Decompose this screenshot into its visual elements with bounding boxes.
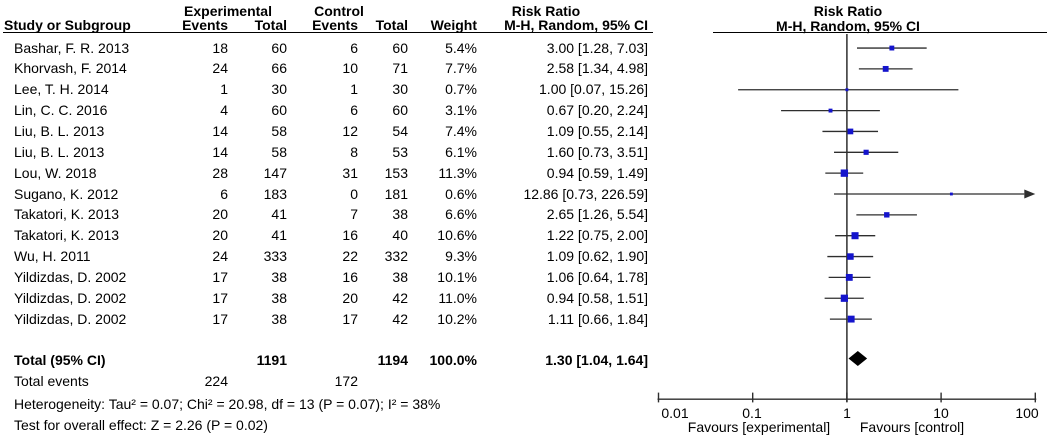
- table-row: Bashar, F. R. 2013 18 60 6 60 5.4% 3.00 …: [0, 38, 648, 59]
- study-label: Yildizdas, D. 2002: [14, 289, 127, 306]
- study-label: Liu, B. L. 2013: [14, 143, 105, 160]
- study-label: Takatori, K. 2013: [14, 206, 120, 223]
- overall-effect-note: Test for overall effect: Z = 2.26 (P = 0…: [14, 417, 268, 433]
- study-label: Lou, W. 2018: [14, 164, 97, 181]
- table-row: Yildizdas, D. 2002 17 38 17 42 10.2% 1.1…: [0, 309, 648, 330]
- risk-ratio-heading-plot: Risk Ratio: [813, 3, 883, 19]
- arrow-right-icon: [1024, 189, 1036, 199]
- table-header-rule: [3, 31, 653, 34]
- effect-square: [847, 253, 854, 260]
- header-weight: Weight: [430, 17, 477, 33]
- column-group-control: Control: [314, 3, 364, 19]
- total-events-label: Total events: [14, 373, 89, 389]
- table-row: Lou, W. 2018 28 147 31 153 11.3% 0.94 [0…: [0, 163, 648, 184]
- x-tick-1: 1: [843, 405, 851, 421]
- header-study: Study or Subgroup: [4, 17, 131, 33]
- header-exp-total: Total: [254, 17, 287, 33]
- heterogeneity-note: Heterogeneity: Tau² = 0.07; Chi² = 20.98…: [14, 396, 441, 412]
- table-row: Takatori, K. 2013 20 41 7 38 6.6% 2.65 […: [0, 204, 648, 225]
- favours-control-label: Favours [control]: [859, 419, 965, 435]
- total-weight: 100.0%: [429, 351, 477, 368]
- study-label: Yildizdas, D. 2002: [14, 268, 127, 285]
- x-tick-10: 10: [933, 405, 949, 421]
- effect-square: [851, 232, 859, 240]
- study-label: Khorvash, F. 2014: [14, 60, 127, 77]
- table-row: Liu, B. L. 2013 14 58 12 54 7.4% 1.09 [0…: [0, 121, 648, 142]
- effect-square: [828, 108, 833, 113]
- study-rows: Bashar, F. R. 2013 18 60 6 60 5.4% 3.00 …: [0, 38, 648, 330]
- study-label: Sugano, K. 2012: [14, 185, 119, 202]
- table-header-row: Study or Subgroup Events Total Events To…: [0, 18, 648, 33]
- table-row: Sugano, K. 2012 6 183 0 181 0.6% 12.86 […: [0, 184, 648, 205]
- total-rr: 1.30 [1.04, 1.64]: [545, 351, 648, 368]
- x-tick-100: 100: [1015, 405, 1039, 421]
- header-mh-ci-plot: M-H, Random, 95% CI: [776, 18, 920, 34]
- effect-square: [845, 273, 853, 281]
- effect-square: [882, 65, 889, 72]
- table-row: Khorvash, F. 2014 24 66 10 71 7.7% 2.58 …: [0, 58, 648, 79]
- table-row: Wu, H. 2011 24 333 22 332 9.3% 1.09 [0.6…: [0, 246, 648, 267]
- header-exp-events: Events: [182, 17, 228, 33]
- risk-ratio-heading-table: Risk Ratio: [511, 3, 581, 19]
- table-row: Yildizdas, D. 2002 17 38 16 38 10.1% 1.0…: [0, 267, 648, 288]
- effect-square: [884, 212, 890, 218]
- study-label: Lin, C. C. 2016: [14, 102, 108, 119]
- effect-square: [840, 294, 848, 302]
- study-label: Bashar, F. R. 2013: [14, 39, 130, 56]
- study-label: Yildizdas, D. 2002: [14, 310, 127, 327]
- total-row: Total (95% CI) 1191 1194 100.0% 1.30 [1.…: [0, 350, 648, 371]
- x-tick-0.01: 0.01: [661, 405, 689, 421]
- total-ctl-n: 1194: [377, 351, 408, 368]
- total-events-row: Total events 224 172: [0, 371, 648, 392]
- header-ctl-total: Total: [375, 17, 408, 33]
- study-label: Liu, B. L. 2013: [14, 122, 105, 139]
- header-ctl-events: Events: [312, 17, 358, 33]
- total-label: Total (95% CI): [14, 351, 106, 368]
- effect-square: [845, 88, 849, 92]
- plot-header-rule: [713, 31, 1047, 34]
- table-row: Yildizdas, D. 2002 17 38 20 42 11.0% 0.9…: [0, 288, 648, 309]
- column-group-experimental: Experimental: [184, 3, 272, 19]
- study-label: Lee, T. H. 2014: [14, 81, 109, 98]
- total-events-ctl: 172: [334, 373, 358, 389]
- table-row: Liu, B. L. 2013 14 58 8 53 6.1% 1.60 [0.…: [0, 142, 648, 163]
- total-exp-n: 1191: [256, 351, 287, 368]
- table-row: Lee, T. H. 2014 1 30 1 30 0.7% 1.00 [0.0…: [0, 79, 648, 100]
- study-label: Wu, H. 2011: [14, 248, 91, 265]
- favours-experimental-label: Favours [experimental]: [687, 419, 831, 435]
- effect-square: [847, 315, 855, 323]
- table-row: Lin, C. C. 2016 4 60 6 60 3.1% 0.67 [0.2…: [0, 100, 648, 121]
- effect-square: [949, 192, 953, 196]
- effect-square: [889, 45, 895, 51]
- study-label: Takatori, K. 2013: [14, 227, 120, 244]
- effect-square: [840, 169, 849, 177]
- effect-square: [863, 149, 869, 155]
- effect-square: [847, 128, 854, 135]
- total-diamond: [848, 351, 868, 366]
- table-row: Takatori, K. 2013 20 41 16 40 10.6% 1.22…: [0, 225, 648, 246]
- header-mh-ci-table: M-H, Random, 95% CI: [504, 17, 648, 33]
- total-events-exp: 224: [204, 373, 228, 389]
- x-tick-0.1: 0.1: [742, 405, 762, 421]
